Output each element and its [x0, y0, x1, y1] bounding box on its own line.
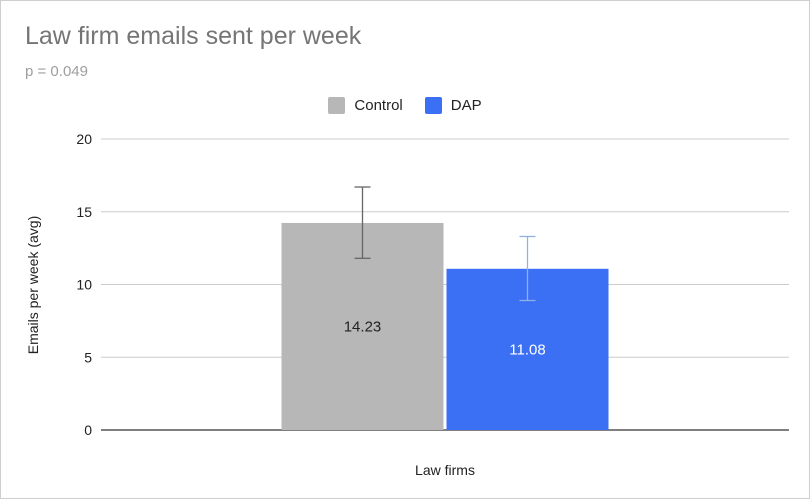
y-tick-label: 10 — [76, 277, 92, 293]
gridlines — [101, 138, 789, 431]
bar-value-label: 14.23 — [344, 318, 382, 335]
y-axis-title: Emails per week (avg) — [25, 216, 41, 355]
labels: 0 5 10 15 20 14.23 11.08 — [76, 131, 545, 438]
bar-value-label: 11.08 — [509, 341, 545, 358]
legend-label-control: Control — [354, 97, 403, 114]
chart-subtitle: p = 0.049 — [25, 63, 88, 80]
y-tick-label: 15 — [76, 204, 92, 220]
chart-title: Law firm emails sent per week — [25, 22, 362, 50]
legend-swatch-control — [328, 97, 346, 114]
legend-item-dap: DAP — [424, 97, 482, 114]
y-tick-label: 20 — [76, 131, 92, 147]
legend-label-dap: DAP — [450, 97, 482, 114]
y-tick-label: 0 — [84, 422, 92, 438]
legend-item-control: Control — [328, 97, 403, 114]
legend-swatch-dap — [424, 97, 442, 114]
chart-legend: Control DAP — [1, 97, 809, 114]
bars — [281, 186, 609, 430]
y-tick-label: 5 — [84, 349, 92, 365]
x-axis-title: Law firms — [415, 462, 475, 478]
